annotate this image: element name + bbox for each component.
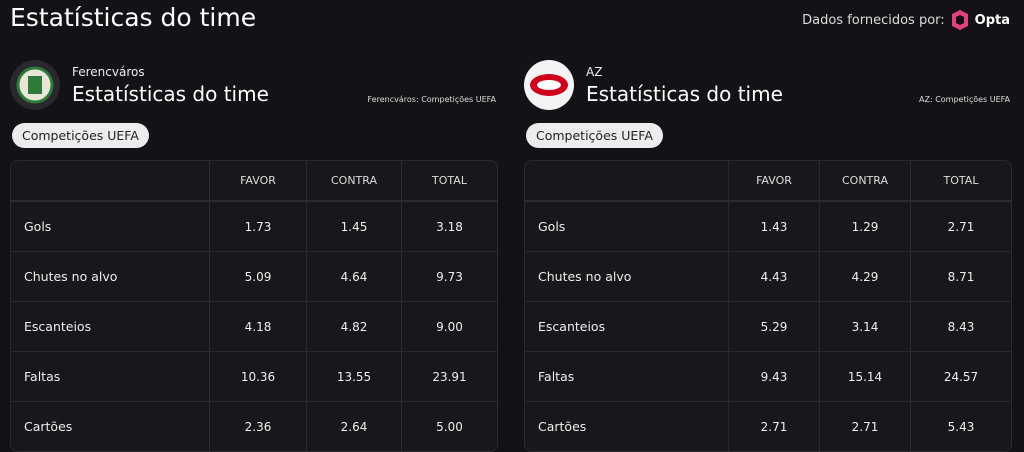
team-logo (10, 60, 60, 110)
stat-value: 2.71 (910, 201, 1011, 251)
header-row: FAVOR CONTRA TOTAL (11, 161, 497, 201)
opta-icon (951, 10, 968, 30)
stat-value: 9.73 (401, 251, 497, 301)
stat-value: 3.18 (401, 201, 497, 251)
stat-label: Faltas (11, 351, 209, 401)
header-cell: CONTRA (819, 161, 910, 201)
stat-value: 5.09 (209, 251, 306, 301)
stat-label: Gols (525, 201, 728, 251)
team-panel: Ferencváros Estatísticas do time Ferencvár… (10, 58, 498, 452)
stat-value: 13.55 (306, 351, 401, 401)
stat-label: Faltas (525, 351, 728, 401)
stat-value: 4.43 (728, 251, 819, 301)
panel-title: Estatísticas do time (586, 82, 783, 106)
stat-label: Escanteios (525, 301, 728, 351)
stat-value: 5.43 (910, 401, 1011, 451)
stat-value: 4.64 (306, 251, 401, 301)
stat-label: Gols (11, 201, 209, 251)
stat-value: 2.64 (306, 401, 401, 451)
stat-value: 1.43 (728, 201, 819, 251)
competition-note: AZ: Competições UEFA (919, 95, 1010, 104)
source-brand: Opta (974, 12, 1010, 28)
stat-value: 9.00 (401, 301, 497, 351)
filter-pill[interactable]: Competições UEFA (526, 123, 663, 148)
stat-value: 1.45 (306, 201, 401, 251)
stat-value: 1.73 (209, 201, 306, 251)
team-logo (524, 60, 574, 110)
stat-row: Chutes no alvo 5.09 4.64 9.73 (11, 251, 497, 301)
source: Dados fornecidos por: Opta (802, 9, 1010, 31)
stat-value: 2.71 (728, 401, 819, 451)
stat-label: Cartões (11, 401, 209, 451)
stat-row: Faltas 10.36 13.55 23.91 (11, 351, 497, 401)
competition-note: Ferencváros: Competições UEFA (367, 95, 496, 104)
stat-value: 10.36 (209, 351, 306, 401)
header-cell (525, 161, 728, 201)
stat-value: 15.14 (819, 351, 910, 401)
stat-value: 5.00 (401, 401, 497, 451)
stat-value: 4.29 (819, 251, 910, 301)
header-cell: CONTRA (306, 161, 401, 201)
stat-value: 1.29 (819, 201, 910, 251)
stat-value: 2.36 (209, 401, 306, 451)
stat-value: 8.43 (910, 301, 1011, 351)
stats-table: FAVOR CONTRA TOTAL Gols 1.73 1.45 3.18 Chutes n… (10, 160, 498, 452)
stat-row: Chutes no alvo 4.43 4.29 8.71 (525, 251, 1011, 301)
stat-label: Chutes no alvo (525, 251, 728, 301)
stat-row: Escanteios 5.29 3.14 8.43 (525, 301, 1011, 351)
team-panel: AZ Estatísticas do time AZ: Competições UE… (524, 58, 1012, 452)
panel-title: Estatísticas do time (72, 82, 269, 106)
stat-label: Chutes no alvo (11, 251, 209, 301)
stat-value: 3.14 (819, 301, 910, 351)
header-cell: FAVOR (209, 161, 306, 201)
stat-value: 9.43 (728, 351, 819, 401)
header-cell: TOTAL (910, 161, 1011, 201)
header-cell: TOTAL (401, 161, 497, 201)
stat-label: Escanteios (11, 301, 209, 351)
header-cell (11, 161, 209, 201)
stat-value: 24.57 (910, 351, 1011, 401)
stat-row: Escanteios 4.18 4.82 9.00 (11, 301, 497, 351)
page-title: Estatísticas do time (10, 3, 257, 32)
source-label: Dados fornecidos por: (802, 12, 945, 28)
stat-row: Cartões 2.71 2.71 5.43 (525, 401, 1011, 451)
team-name: Ferencváros (72, 65, 145, 79)
stats-table: FAVOR CONTRA TOTAL Gols 1.43 1.29 2.71 Chutes n… (524, 160, 1012, 452)
header-cell: FAVOR (728, 161, 819, 201)
stat-value: 4.18 (209, 301, 306, 351)
stat-row: Faltas 9.43 15.14 24.57 (525, 351, 1011, 401)
stat-value: 4.82 (306, 301, 401, 351)
stat-value: 8.71 (910, 251, 1011, 301)
stat-value: 23.91 (401, 351, 497, 401)
filter-pill[interactable]: Competições UEFA (12, 123, 149, 148)
header-row: FAVOR CONTRA TOTAL (525, 161, 1011, 201)
team-name: AZ (586, 65, 603, 79)
stat-value: 2.71 (819, 401, 910, 451)
stat-value: 5.29 (728, 301, 819, 351)
stat-label: Cartões (525, 401, 728, 451)
stat-row: Gols 1.73 1.45 3.18 (11, 201, 497, 251)
stat-row: Cartões 2.36 2.64 5.00 (11, 401, 497, 451)
stat-row: Gols 1.43 1.29 2.71 (525, 201, 1011, 251)
